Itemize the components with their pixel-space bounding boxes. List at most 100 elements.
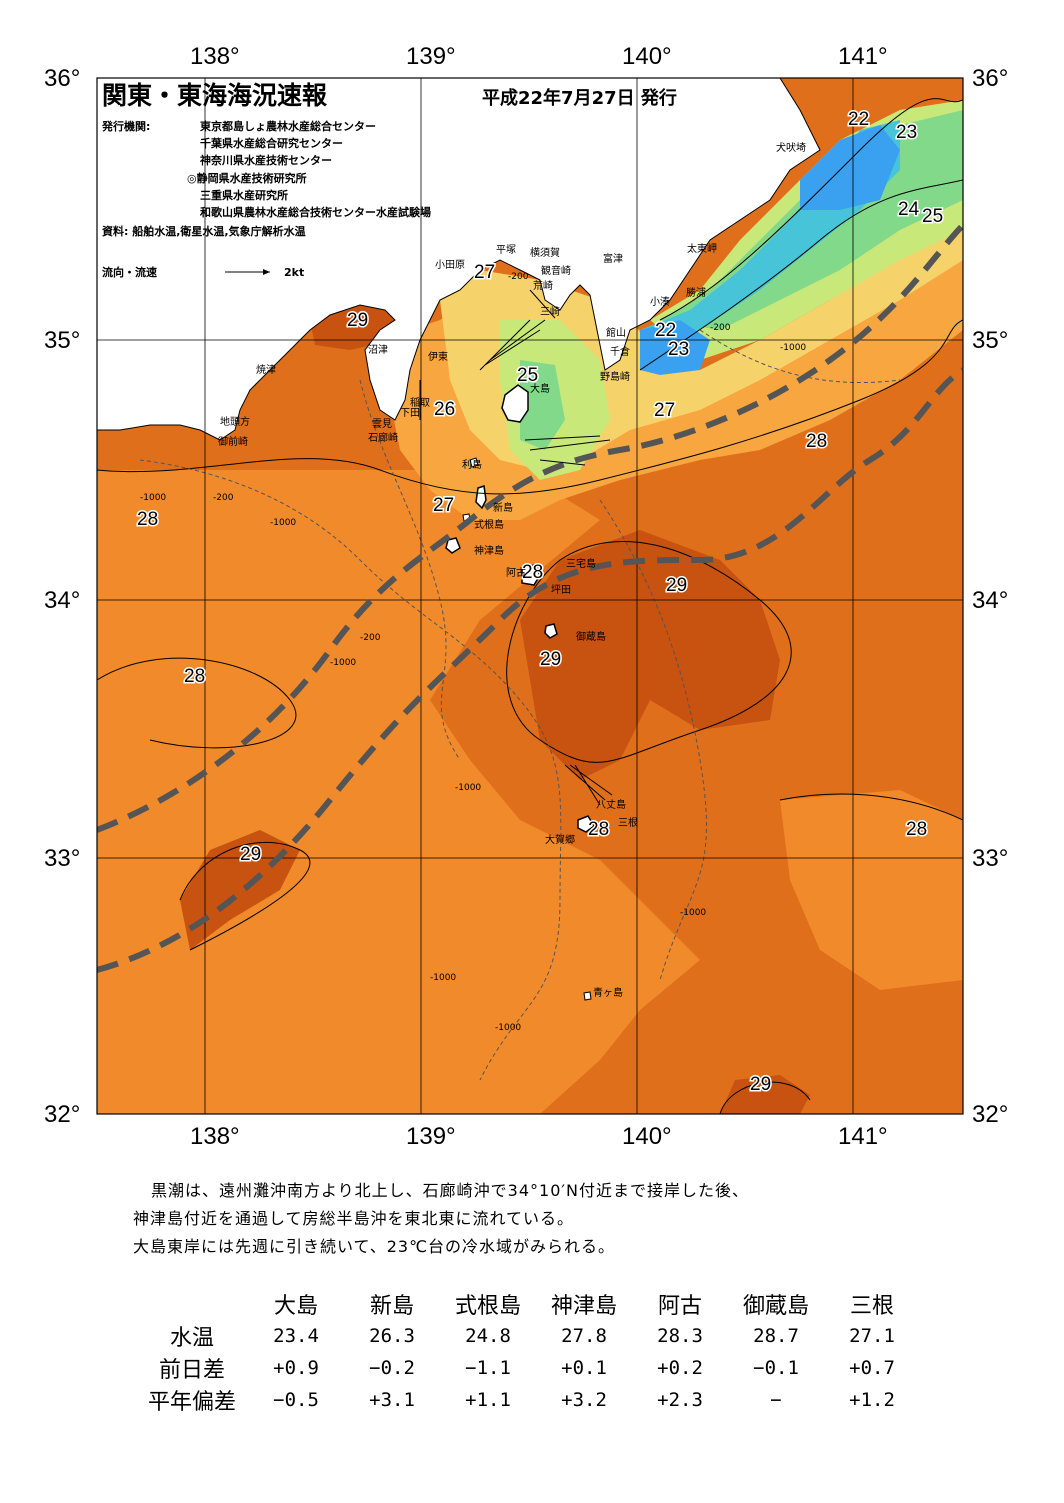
land-kozushima (445, 537, 461, 554)
place-name: 地頭方 (220, 415, 250, 428)
table-cell: 27.8 (561, 1325, 607, 1347)
temp-label: 29 (240, 844, 261, 865)
situation-description: 黒潮は、遠州灘沖南方より北上し、石廊崎沖で34°10′N付近まで接岸した後、 神… (133, 1177, 1013, 1261)
lat-label-32-left: 32° (44, 1101, 80, 1128)
lat-label-35-right: 35° (972, 327, 1008, 354)
place-name: 坪田 (551, 583, 571, 596)
table-row: 前日差 +0.9 −0.2 −1.1 +0.1 +0.2 −0.1 +0.7 (140, 1352, 920, 1384)
place-name: 犬吠埼 (776, 141, 806, 154)
temp-label: 22 (655, 320, 676, 341)
lat-label-35-left: 35° (44, 327, 80, 354)
island-observation-table: 大島 新島 式根島 神津島 阿古 御蔵島 三根 水温 23.4 26.3 24.… (140, 1288, 920, 1416)
table-cell: − (770, 1389, 782, 1411)
sea-temperature-map: 138° 139° 140° 141° 138° 139° 140° 141° … (44, 43, 1008, 1150)
table-cell: 26.3 (369, 1325, 415, 1347)
place-name: 八丈島 (596, 798, 626, 811)
place-name: 平塚 (496, 244, 516, 256)
description-line-3: 大島東岸には先週に引き続いて、23℃台の冷水域がみられる。 (133, 1237, 616, 1256)
table-cell: −1.1 (465, 1357, 511, 1379)
kuroshio-axis (97, 222, 963, 973)
sea-zone-29-east (520, 530, 780, 780)
table-cell: +3.1 (369, 1389, 415, 1411)
temp-label: 23 (896, 122, 917, 143)
place-name: 伊東 (428, 350, 448, 363)
place-name: 神津島 (474, 544, 504, 557)
land-miyakejima (521, 564, 541, 586)
depth-label: -1000 (430, 973, 456, 983)
temp-label: 23 (668, 339, 689, 360)
land-oshima (501, 384, 529, 423)
sea-zone-27 (97, 470, 700, 1114)
sea-zone-21-ne (640, 125, 900, 375)
lon-label-141: 141° (838, 43, 888, 70)
place-name: 大島 (530, 382, 550, 395)
depth-label: -1000 (330, 658, 356, 668)
place-name: 三宅島 (566, 557, 596, 570)
table-cell: 24.8 (465, 1325, 511, 1347)
depth-label: -1000 (140, 493, 166, 503)
depth-labels: -200 -200 -200 -200 -1000 -1000 -1000 -1… (140, 272, 806, 1033)
column-header: 式根島 (455, 1294, 522, 1319)
table-cell: −0.1 (753, 1357, 799, 1379)
land-aogashima (583, 991, 592, 1001)
place-name: 御蔵島 (576, 630, 606, 643)
place-name: 小田原 (435, 259, 465, 271)
temp-label: 25 (517, 365, 538, 386)
lon-label-139-bottom: 139° (406, 1123, 456, 1150)
lon-label-141-bottom: 141° (838, 1123, 888, 1150)
place-name: 利島 (462, 458, 482, 471)
land-hachijojima (577, 815, 595, 833)
table-header-row: 大島 新島 式根島 神津島 阿古 御蔵島 三根 (140, 1288, 920, 1320)
temp-label: 28 (806, 431, 827, 452)
lon-label-140-bottom: 140° (622, 1123, 672, 1150)
temperature-labels: 22 23 24 25 22 23 27 29 25 26 27 28 28 2… (136, 108, 945, 1097)
issuer-3: 神奈川県水産技術センター (200, 153, 332, 167)
depth-label: -1000 (680, 908, 706, 918)
table-cell: +1.2 (849, 1389, 895, 1411)
place-names: 犬吠埼 太東岬 勝浦 小湊 富津 横須賀 平塚 観音崎 荒崎 三崎 小田原 館山… (218, 141, 806, 999)
table-cell: +0.2 (657, 1357, 703, 1379)
place-name: 下田 (400, 408, 420, 419)
issue-date: 平成22年7月27日 発行 (482, 87, 677, 109)
place-name: 焼津 (256, 364, 276, 376)
lon-label-138-bottom: 138° (190, 1123, 240, 1150)
temp-label: 27 (433, 495, 454, 516)
current-arrows (419, 289, 613, 806)
place-name: 観音崎 (541, 264, 571, 277)
table-corner (140, 1288, 248, 1320)
lat-label-32-right: 32° (972, 1101, 1008, 1128)
row-header: 前日差 (159, 1358, 226, 1383)
temp-label: 24 (898, 199, 920, 220)
depth-label: -1000 (455, 783, 481, 793)
issuer-1: 東京都島しょ農林水産総合センター (200, 119, 376, 133)
sea-zone-27b (780, 790, 963, 990)
place-name: 館山 (606, 326, 626, 339)
lat-label-33-right: 33° (972, 845, 1008, 872)
column-header: 阿古 (658, 1294, 703, 1319)
table-cell: −0.5 (273, 1389, 319, 1411)
table-cell: +0.9 (273, 1357, 319, 1379)
place-name: 御前崎 (218, 435, 248, 448)
table-cell: +0.1 (561, 1357, 607, 1379)
depth-label: -200 (213, 493, 234, 503)
legend-label: 流向・流速 (102, 265, 157, 279)
temp-label: 29 (347, 310, 368, 331)
depth-label: -200 (508, 272, 529, 282)
temp-label: 27 (474, 262, 495, 283)
table-cell: −0.2 (369, 1357, 415, 1379)
place-name: 勝浦 (686, 286, 706, 299)
land-toshima (469, 457, 479, 468)
sources: 資料: 船舶水温,衛星水温,気象庁解析水温 (102, 224, 306, 238)
map-frame (96, 77, 964, 1115)
temp-label: 28 (184, 666, 205, 687)
land-mikurajima (544, 623, 558, 639)
legend-scale: 2kt (284, 266, 304, 279)
column-header: 新島 (370, 1294, 415, 1319)
issuer-4: ◎静岡県水産技術研究所 (187, 171, 307, 185)
table-cell: +3.2 (561, 1389, 607, 1411)
issuer-6: 和歌山県農林水産総合技術センター水産試験場 (200, 205, 431, 219)
lat-label-36-left: 36° (44, 65, 80, 92)
table-cell: 28.7 (753, 1325, 799, 1347)
temp-label: 25 (922, 206, 943, 227)
place-name: 三崎 (540, 305, 560, 318)
